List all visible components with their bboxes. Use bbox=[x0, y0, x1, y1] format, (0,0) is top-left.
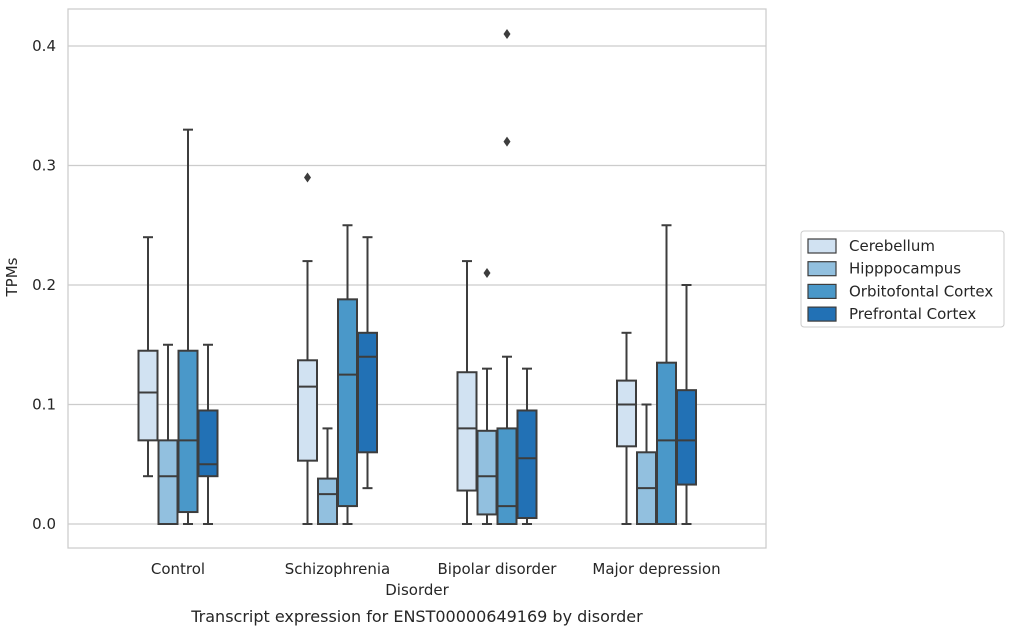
legend-label: Cerebellum bbox=[849, 237, 935, 255]
box-orbitofontal-cortex bbox=[177, 128, 199, 525]
y-tick-label: 0.1 bbox=[32, 396, 56, 414]
x-tick-label: Bipolar disorder bbox=[438, 560, 558, 578]
legend-label: Orbitofontal Cortex bbox=[849, 282, 993, 300]
legend-item: Prefrontal Cortex bbox=[807, 305, 976, 323]
box-prefrontal-cortex bbox=[197, 343, 219, 525]
box-iqr bbox=[496, 427, 518, 525]
box-cerebellum bbox=[616, 331, 637, 525]
tick-layer: 0.0 0.1 0.2 0.3 0.4 Control Schizophrenia Bipol… bbox=[32, 37, 720, 578]
box-iqr bbox=[157, 439, 179, 526]
box-iqr bbox=[656, 361, 677, 525]
y-tick-label: 0.4 bbox=[32, 37, 56, 55]
box-iqr bbox=[197, 409, 219, 478]
chart-caption: Transcript expression for ENST0000064916… bbox=[190, 607, 643, 626]
box-prefrontal-cortex bbox=[516, 367, 538, 525]
plot-frame bbox=[67, 8, 767, 549]
outlier-point bbox=[503, 29, 511, 40]
legend-frame bbox=[800, 230, 1005, 328]
box-orbitofontal-cortex bbox=[656, 224, 677, 525]
legend-item: Hipppocampus bbox=[807, 260, 961, 278]
box-iqr bbox=[516, 409, 538, 520]
box-iqr bbox=[676, 389, 697, 486]
outlier-point bbox=[503, 136, 511, 147]
box-iqr bbox=[297, 359, 318, 462]
box-iqr bbox=[137, 349, 159, 442]
legend-swatch bbox=[807, 238, 837, 254]
x-axis-label: Disorder bbox=[385, 581, 449, 599]
legend: Cerebellum Hipppocampus Orbitofontal Corte… bbox=[800, 230, 1005, 328]
box-iqr bbox=[317, 477, 338, 525]
y-tick-label: 0.3 bbox=[32, 157, 56, 175]
box-cerebellum bbox=[137, 236, 159, 478]
box-cerebellum bbox=[456, 260, 478, 525]
legend-label: Hipppocampus bbox=[849, 260, 961, 278]
box-prefrontal-cortex bbox=[357, 236, 378, 490]
legend-item: Cerebellum bbox=[807, 237, 935, 255]
x-tick-label: Schizophrenia bbox=[285, 560, 390, 578]
box-prefrontal-cortex bbox=[676, 284, 697, 525]
box-iqr bbox=[476, 429, 498, 516]
outlier-point bbox=[483, 268, 491, 279]
box-iqr bbox=[456, 371, 478, 492]
outlier-point bbox=[304, 172, 311, 183]
box-iqr bbox=[616, 379, 637, 448]
y-tick-label: 0.0 bbox=[32, 515, 56, 533]
box-cerebellum bbox=[297, 172, 318, 525]
y-tick-label: 0.2 bbox=[32, 276, 56, 294]
legend-swatch bbox=[807, 306, 837, 322]
legend-label: Prefrontal Cortex bbox=[849, 305, 976, 323]
x-tick-label: Major depression bbox=[592, 560, 720, 578]
box-layer bbox=[137, 29, 697, 526]
box-iqr bbox=[177, 349, 199, 514]
legend-swatch bbox=[807, 261, 837, 277]
box-hipppocampus bbox=[636, 403, 657, 525]
legend-item: Orbitofontal Cortex bbox=[807, 282, 993, 300]
x-tick-label: Control bbox=[151, 560, 205, 578]
box-iqr bbox=[357, 331, 378, 454]
legend-swatch bbox=[807, 283, 837, 299]
box-iqr bbox=[337, 298, 358, 508]
y-axis-label: TPMs bbox=[3, 257, 21, 297]
